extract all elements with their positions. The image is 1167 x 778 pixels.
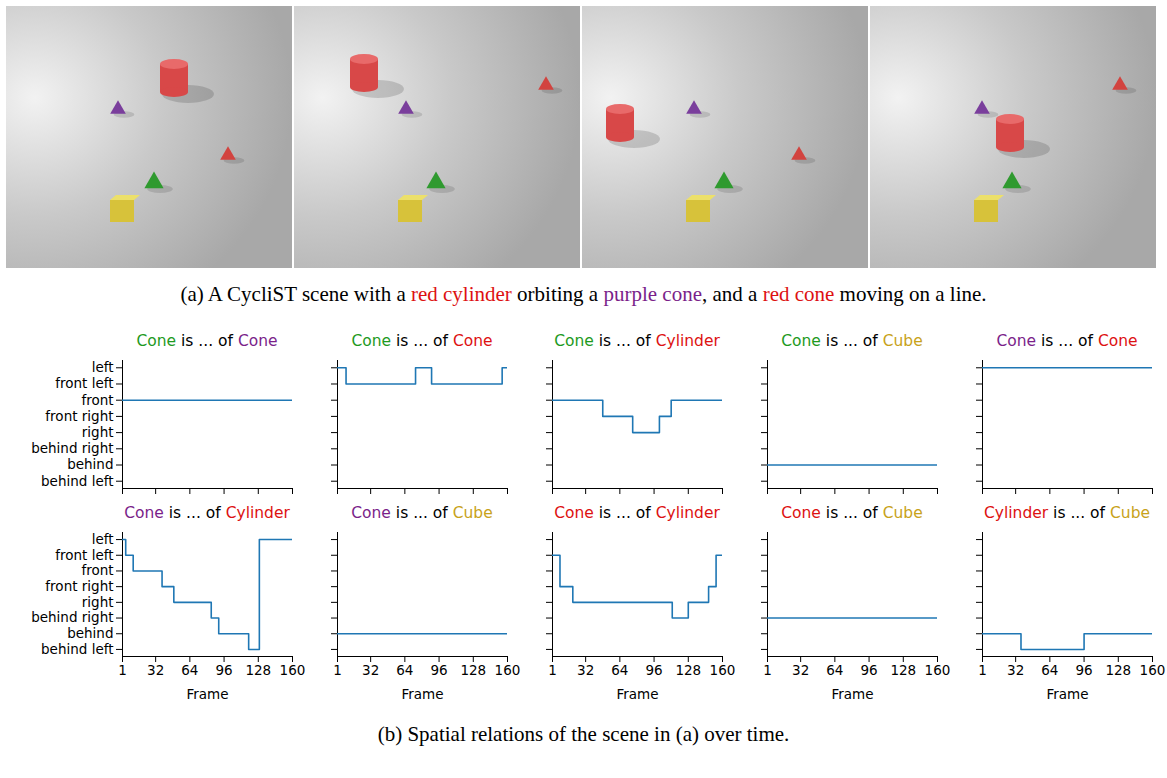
svg-text:96: 96 — [430, 662, 447, 678]
html-text:Cone is ... of Cube: Cone is ... of Cube — [781, 332, 923, 350]
svg-text:front right: front right — [45, 578, 113, 594]
svg-text:96: 96 — [645, 662, 662, 678]
html-text:Cone is ... of Cylinder: Cone is ... of Cylinder — [124, 504, 290, 522]
svg-text:1: 1 — [333, 662, 342, 678]
svg-text:Frame: Frame — [401, 686, 443, 702]
svg-text:left: left — [92, 359, 114, 375]
svg-text:64: 64 — [611, 662, 628, 678]
svg-text:front right: front right — [45, 408, 113, 424]
svg-text:behind: behind — [67, 456, 113, 472]
svg-text:128: 128 — [1105, 662, 1131, 678]
svg-text:behind right: behind right — [31, 609, 113, 625]
html-text:Cone is ... of Cone: Cone is ... of Cone — [136, 332, 278, 350]
svg-text:96: 96 — [1075, 662, 1092, 678]
html-text:Cone is ... of Cube: Cone is ... of Cube — [351, 504, 493, 522]
svg-text:128: 128 — [245, 662, 271, 678]
html-text:Cone is ... of Cone: Cone is ... of Cone — [351, 332, 493, 350]
html-text:Cone is ... of Cone: Cone is ... of Cone — [996, 332, 1138, 350]
svg-text:front left: front left — [55, 375, 113, 391]
svg-text:32: 32 — [362, 662, 379, 678]
html-text:(b) Spatial relations of the s: (b) Spatial relations of the scene in (a… — [377, 722, 790, 746]
svg-text:1: 1 — [118, 662, 127, 678]
svg-text:64: 64 — [1041, 662, 1058, 678]
svg-text:left: left — [92, 531, 114, 547]
svg-text:96: 96 — [215, 662, 232, 678]
svg-text:1: 1 — [548, 662, 557, 678]
html-text:Cone is ... of Cylinder: Cone is ... of Cylinder — [554, 332, 720, 350]
svg-text:160: 160 — [495, 662, 521, 678]
svg-text:Frame: Frame — [831, 686, 873, 702]
svg-text:128: 128 — [675, 662, 701, 678]
svg-text:160: 160 — [925, 662, 951, 678]
svg-text:64: 64 — [826, 662, 843, 678]
svg-text:32: 32 — [1007, 662, 1024, 678]
svg-text:128: 128 — [460, 662, 486, 678]
svg-text:96: 96 — [860, 662, 877, 678]
svg-text:64: 64 — [181, 662, 198, 678]
html-text:(a) A CycliST scene with a red: (a) A CycliST scene with a red cylinder … — [180, 282, 987, 306]
svg-text:right: right — [82, 594, 114, 610]
svg-text:32: 32 — [792, 662, 809, 678]
svg-text:1: 1 — [763, 662, 772, 678]
svg-text:front: front — [81, 562, 113, 578]
svg-text:behind: behind — [67, 625, 113, 641]
svg-text:160: 160 — [1140, 662, 1166, 678]
svg-text:right: right — [82, 424, 114, 440]
html-text:Cylinder is ... of Cube: Cylinder is ... of Cube — [984, 504, 1150, 522]
svg-text:1: 1 — [978, 662, 987, 678]
svg-text:Frame: Frame — [616, 686, 658, 702]
svg-text:128: 128 — [890, 662, 916, 678]
svg-text:behind left: behind left — [41, 473, 113, 489]
svg-text:160: 160 — [710, 662, 736, 678]
svg-text:64: 64 — [396, 662, 413, 678]
svg-text:32: 32 — [147, 662, 164, 678]
svg-text:32: 32 — [577, 662, 594, 678]
svg-text:behind right: behind right — [31, 440, 113, 456]
html-text:Cone is ... of Cylinder: Cone is ... of Cylinder — [554, 504, 720, 522]
svg-text:front: front — [81, 392, 113, 408]
html-text:Cone is ... of Cube: Cone is ... of Cube — [781, 504, 923, 522]
svg-text:Frame: Frame — [186, 686, 228, 702]
svg-text:Frame: Frame — [1046, 686, 1088, 702]
svg-text:front left: front left — [55, 547, 113, 563]
svg-text:160: 160 — [280, 662, 306, 678]
svg-text:behind left: behind left — [41, 641, 113, 657]
